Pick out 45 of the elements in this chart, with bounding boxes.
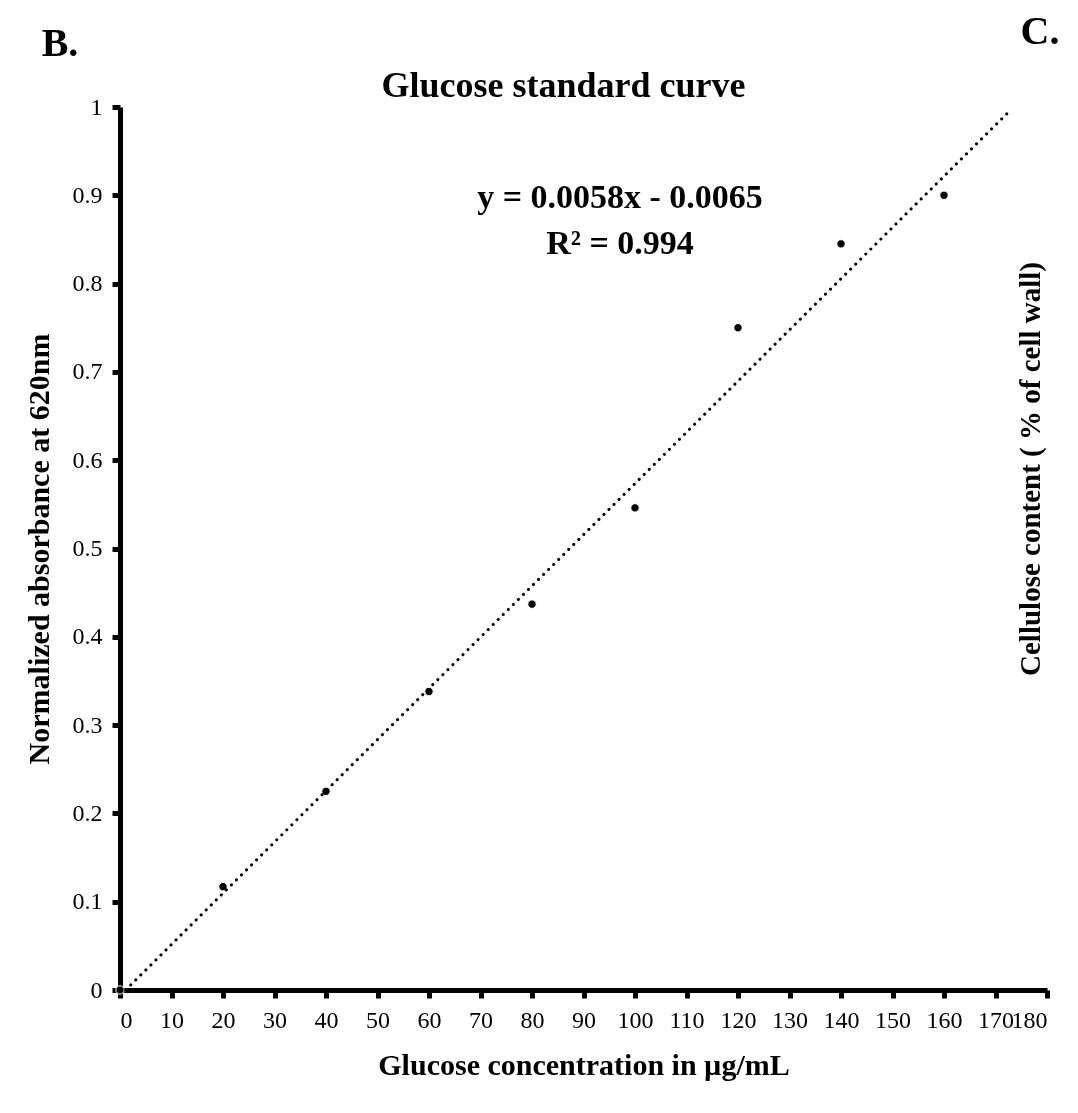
x-tick-label: 170 <box>978 1006 1014 1033</box>
x-tick-label: 20 <box>211 1006 236 1033</box>
x-tick-label: 80 <box>520 1006 545 1033</box>
chart-title: Glucose standard curve <box>381 65 746 105</box>
y-tick-label: 0.8 <box>72 270 103 297</box>
point <box>939 190 949 200</box>
x-tick-label: 110 <box>669 1006 705 1033</box>
point <box>527 599 537 609</box>
x-tick-label: 100 <box>617 1006 654 1033</box>
x-tick-label: 130 <box>772 1006 808 1033</box>
y-tick-label: 0.5 <box>72 535 103 561</box>
y-tick-label: 0.7 <box>72 358 103 385</box>
x-tick-label: 160 <box>926 1006 963 1033</box>
x-tick-label: 60 <box>417 1006 442 1033</box>
y-tick-label: 0.6 <box>72 446 103 473</box>
point <box>424 686 434 697</box>
point <box>836 239 846 249</box>
x-tick-label: 70 <box>469 1006 493 1033</box>
text: C. <box>1020 6 1060 54</box>
x-tick-label: 30 <box>263 1006 287 1033</box>
y-tick-label: 0.3 <box>72 711 103 738</box>
x-tick-label: 10 <box>160 1006 184 1033</box>
x-tick-label: 0 <box>120 1006 133 1033</box>
y-tick-label: 0.1 <box>72 888 103 915</box>
annotation: R² = 0.994 <box>546 224 694 262</box>
annotation: Cellulose content ( % of cell wall) <box>1013 262 1047 676</box>
x-tick-label: 90 <box>572 1006 596 1033</box>
x-axis-title: Glucose concentration in µg/mL <box>378 1047 790 1081</box>
y-axis-title: Normalized absorbance at 620nm <box>21 333 55 765</box>
x-tick-label: 150 <box>875 1006 911 1033</box>
y-tick-label: 1 <box>90 93 103 120</box>
point <box>218 882 228 892</box>
point <box>630 503 640 513</box>
x-tick-label: 40 <box>314 1006 339 1033</box>
x-tick-label: 120 <box>720 1006 757 1033</box>
y-tick-label: 0.9 <box>72 181 103 208</box>
x-tick-label: 50 <box>366 1006 390 1033</box>
point <box>733 323 743 333</box>
y-tick-label: 0 <box>90 976 103 1003</box>
text: B. <box>41 18 79 66</box>
point <box>321 786 331 796</box>
y-tick-label: 0.2 <box>72 799 103 826</box>
x-tick-label: 140 <box>823 1006 860 1033</box>
annotation: y = 0.0058x - 0.0065 <box>477 178 763 216</box>
y-tick-label: 0.4 <box>72 623 103 650</box>
